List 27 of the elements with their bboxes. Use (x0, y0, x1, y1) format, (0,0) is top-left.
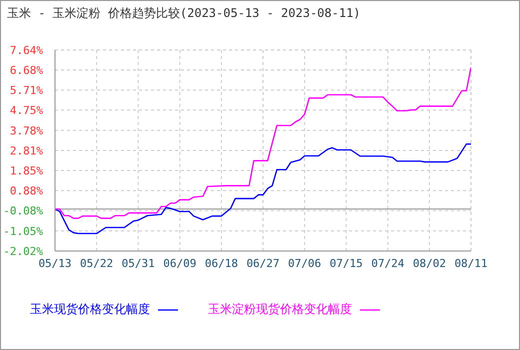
line-series (55, 143, 471, 234)
chart-title: 玉米 - 玉米淀粉 价格趋势比较(2023-05-13 - 2023-08-11) (7, 5, 361, 22)
x-tick-label: 05/31 (122, 256, 155, 270)
x-tick-label: 07/24 (371, 256, 405, 270)
y-tick-label: 7.64% (10, 44, 44, 57)
y-tick-label: 0.88% (10, 184, 44, 198)
y-tick-label: 5.71% (10, 84, 44, 98)
x-tick-label: 07/06 (288, 256, 322, 270)
y-tick-label: 3.78% (10, 124, 44, 138)
line-series (55, 66, 471, 219)
legend-label: 玉米淀粉现货价格变化幅度 (208, 301, 353, 318)
y-tick-label: -1.05% (3, 224, 44, 238)
x-tick-label: 06/09 (163, 256, 196, 270)
y-tick-label: -0.08% (3, 204, 44, 218)
x-tick-label: 08/02 (412, 256, 446, 270)
y-tick-label: 4.75% (10, 104, 44, 118)
x-tick-label: 06/18 (204, 256, 238, 270)
legend-label: 玉米现货价格变化幅度 (30, 301, 151, 318)
x-tick-label: 08/11 (454, 256, 488, 270)
y-tick-label: -2.02% (3, 245, 44, 258)
y-tick-label: 1.85% (10, 164, 44, 178)
y-tick-label: 2.81% (10, 144, 44, 158)
x-tick-label: 06/27 (246, 256, 280, 270)
x-tick-label: 05/13 (38, 256, 72, 270)
x-tick-label: 05/22 (80, 256, 114, 270)
x-tick-label: 07/15 (330, 256, 363, 270)
y-tick-label: 6.68% (10, 64, 44, 77)
